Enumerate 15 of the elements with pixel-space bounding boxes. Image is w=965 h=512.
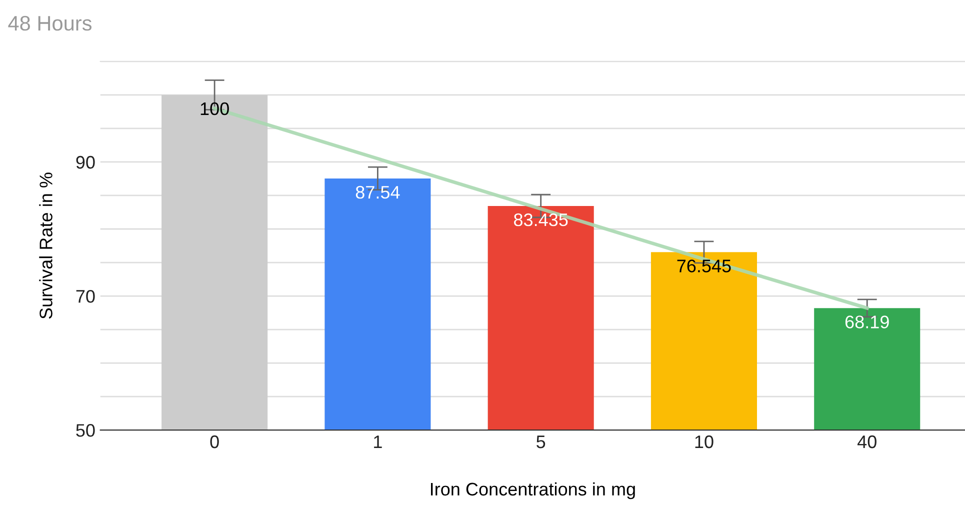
chart-title: 48 Hours [8, 16, 92, 31]
x-tick-label: 10 [695, 435, 714, 448]
y-tick-label: 90 [76, 156, 95, 169]
data-label: 83.435 [514, 213, 568, 226]
x-tick-label: 0 [210, 435, 219, 448]
y-axis-title: Survival Rate in % [39, 172, 52, 319]
x-axis-title: Iron Concentrations in mg [430, 482, 635, 500]
y-tick-label: 70 [76, 290, 95, 303]
data-label: 68.19 [845, 316, 889, 328]
data-label: 100 [200, 102, 229, 116]
y-tick-label: 50 [76, 424, 95, 437]
x-tick-label: 40 [857, 435, 876, 448]
data-label: 87.54 [356, 186, 400, 199]
x-tick-label: 5 [536, 436, 546, 448]
x-tick-label: 1 [374, 436, 382, 448]
